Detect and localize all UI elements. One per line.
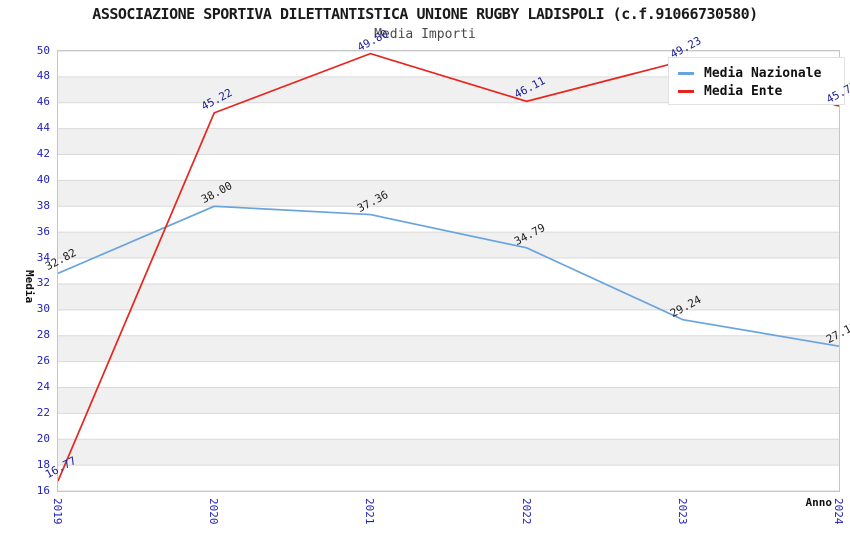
- y-tick-label: 44: [36, 121, 50, 135]
- y-tick-label: 22: [36, 405, 50, 419]
- legend-box: Media Nazionale Media Ente: [668, 57, 845, 105]
- series-swatch-icon: [678, 89, 694, 93]
- y-tick-label: 48: [36, 69, 50, 83]
- y-tick-label: 38: [36, 198, 50, 212]
- grid-band: [58, 439, 839, 466]
- grid-band: [58, 361, 839, 388]
- x-tick-label: 2021: [363, 498, 377, 525]
- y-tick-label: 36: [36, 224, 50, 238]
- y-tick-label: 26: [36, 354, 50, 368]
- grid-band: [58, 335, 839, 362]
- x-tick-label: 2019: [51, 498, 64, 525]
- grid-band: [58, 465, 839, 491]
- grid-band: [58, 258, 839, 284]
- y-tick-label: 16: [36, 483, 50, 497]
- grid-band: [58, 206, 839, 233]
- y-tick-label: 18: [36, 457, 50, 471]
- legend-item-media-nazionale[interactable]: Media Nazionale: [678, 64, 835, 82]
- legend-label: Media Ente: [704, 83, 783, 99]
- grid-band: [58, 232, 839, 259]
- grid-band: [58, 283, 839, 310]
- x-tick-label: 2020: [207, 498, 221, 525]
- chart-subtitle: Media Importi: [374, 27, 476, 42]
- y-tick-label: 28: [36, 328, 50, 342]
- y-tick-label: 40: [36, 172, 50, 186]
- x-tick-label: 2022: [519, 498, 533, 525]
- y-tick-label: 46: [36, 95, 50, 109]
- y-tick-label: 32: [36, 276, 50, 290]
- y-tick-label: 50: [36, 43, 50, 57]
- grid-band: [58, 180, 839, 207]
- legend-item-media-ente[interactable]: Media Ente: [678, 82, 835, 100]
- grid-band: [58, 309, 839, 336]
- y-tick-label: 34: [36, 250, 50, 264]
- series-line-media-nazionale: [58, 205, 839, 348]
- grid-band: [58, 128, 839, 155]
- x-tick-label: 2023: [675, 498, 689, 525]
- grid-band: [58, 413, 839, 440]
- chart-title: ASSOCIAZIONE SPORTIVA DILETTANTISTICA UN…: [92, 5, 758, 23]
- plot-canvas: [58, 51, 839, 491]
- series-swatch-icon: [678, 71, 694, 75]
- x-axis-title: Anno: [805, 496, 833, 509]
- y-tick-label: 42: [36, 147, 50, 161]
- y-tick-label: 30: [36, 302, 50, 316]
- legend-label: Media Nazionale: [704, 65, 822, 81]
- x-tick-label: 2024: [832, 498, 845, 525]
- grid-band: [58, 387, 839, 414]
- plot-area: [57, 50, 840, 492]
- grid-band: [58, 102, 839, 129]
- y-tick-label: 20: [36, 431, 50, 445]
- y-tick-label: 24: [36, 379, 50, 393]
- grid-band: [58, 154, 839, 181]
